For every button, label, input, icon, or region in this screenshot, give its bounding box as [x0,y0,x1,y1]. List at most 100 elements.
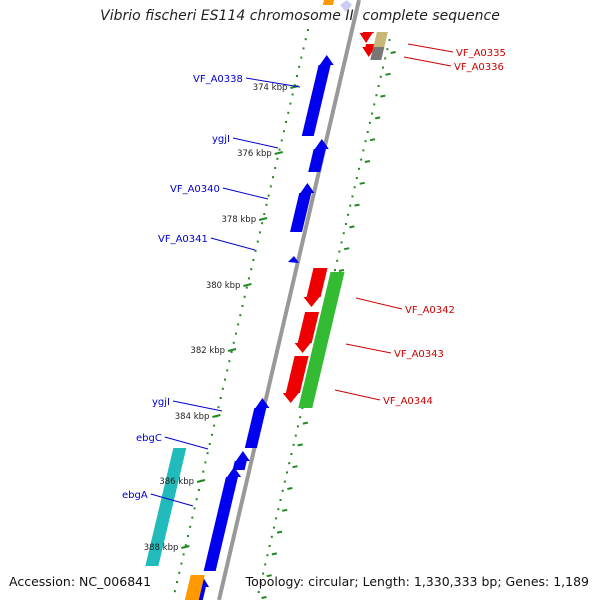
leader-line [210,237,256,251]
guide-dot [237,323,240,326]
right-minor-tick [281,508,288,512]
gene-label: VF_A0341 [158,234,208,245]
guide-dot [288,462,291,465]
guide-dot [286,471,289,474]
guide-dot [248,277,251,280]
feature-tan [373,32,388,47]
guide-dot [254,249,257,252]
gene-VF_A0342 [303,268,328,307]
guide-dot [257,591,260,593]
guide-dot [371,112,374,115]
scale-tick-label: 382 kbp [190,346,225,356]
gene-label: VF_A0335 [456,48,506,59]
guide-dot [366,131,369,133]
guide-dot [289,102,292,105]
leader-line [232,137,279,149]
scale-tick [258,217,268,221]
leader-line [222,187,269,200]
guide-dot [243,295,246,298]
scale-tick [181,545,190,549]
guide-dot [300,56,303,59]
accession-text: Accession: NC_006841 [9,574,152,589]
guide-dot [210,433,213,436]
guide-dot [294,434,297,437]
guide-dot [219,397,222,399]
guide-dot [298,65,301,68]
guide-dot [234,332,237,335]
guide-dot [269,185,272,188]
guide-dot [373,103,376,106]
guide-dot [202,470,205,473]
guide-dot [336,259,339,262]
right-minor-tick [374,116,381,120]
guide-dot [304,38,307,41]
gene-VF_A0335-a [359,32,374,43]
guide-dot [306,29,309,31]
guide-dot [184,544,187,547]
right-minor-tick [359,181,365,185]
right-minor-tick [292,465,298,469]
guide-dot [195,498,198,501]
right-minor-tick [297,443,303,447]
map-title: Vibrio fischeri ES114 chromosome II, com… [100,8,500,24]
guide-dot [362,149,365,152]
guide-dot [182,553,185,556]
right-minor-tick [369,138,376,142]
guide-dot [250,268,253,271]
scale-tick-label: 388 kbp [144,543,179,553]
right-minor-tick [385,72,391,76]
guide-dot [263,213,266,215]
guide-dot [241,305,244,307]
guide-dot [355,177,358,179]
topology-text: Topology: circular; Length: 1,330,333 bp… [245,574,589,589]
guide-dot [353,186,356,189]
guide-dot [381,66,384,69]
right-guide-dots [257,39,391,593]
guide-dot [267,194,270,197]
guide-dot [224,378,227,381]
guide-dot [226,369,229,372]
guide-dot [287,111,290,114]
guide-dot [256,240,259,243]
guide-dot [299,416,302,419]
guide-dot [262,572,265,575]
guide-dot [279,499,282,501]
guide-dot [259,581,262,584]
guide-dot [228,360,231,363]
guide-dot [270,535,273,538]
guide-dot [261,222,264,225]
guide-dot [176,581,179,583]
leader-line [355,297,403,310]
guide-dot [290,453,293,455]
right-minor-tick [266,574,272,578]
guide-dot [388,39,391,41]
guide-dot [347,213,350,216]
scale-tick-label: 378 kbp [221,215,256,225]
scale-tick-label: 386 kbp [159,477,194,487]
guide-dot [189,525,192,528]
guide-dot [278,148,281,151]
guide-dot [252,259,255,261]
right-minor-tick [276,530,283,534]
left-guide-dots [173,29,309,593]
guide-dot [296,425,299,428]
guide-dot [283,480,286,483]
feature-cyan [145,448,187,566]
gene-VF_A0341 [288,256,299,263]
right-minor-tick [380,94,386,98]
feature-lilac [340,0,352,12]
right-minor-tick [390,51,396,54]
guide-dot [265,203,268,206]
right-minor-tick [364,160,371,163]
feature-orange-bottom [184,575,205,600]
scale-tick [196,479,206,483]
gene-ygjI-1 [308,139,329,172]
guide-dot [258,231,261,234]
guide-dot [221,387,224,390]
guide-dot [230,351,233,353]
guide-dot [285,121,288,123]
leader-line [245,77,301,88]
backbone-line [217,0,361,600]
leader-line [345,343,392,354]
gene-label: VF_A0343 [394,349,444,360]
